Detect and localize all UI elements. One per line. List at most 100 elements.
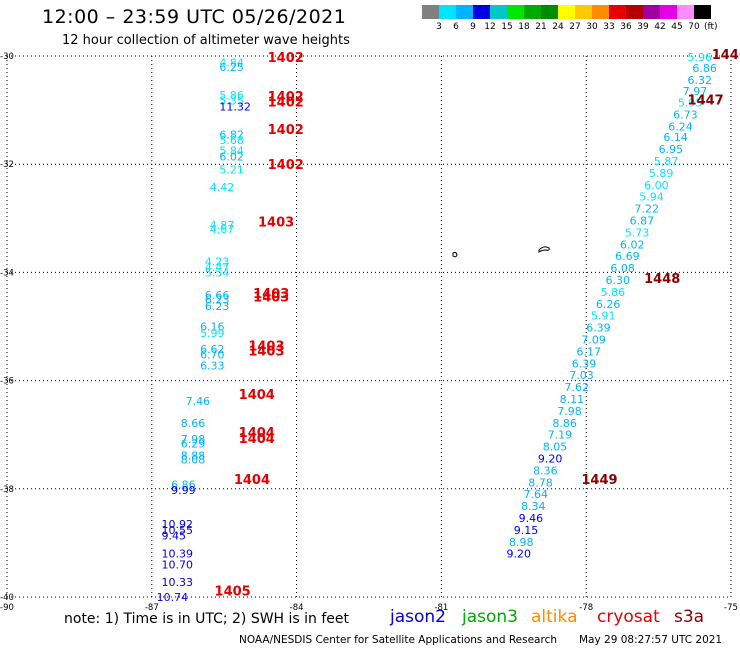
swh-label: 6.24 <box>668 120 693 133</box>
pass-time-label: 1403 <box>253 287 289 302</box>
colorbar-tick-label: 21 <box>535 22 547 32</box>
lon-tick-label: -84 <box>290 603 304 613</box>
pass-time-label: 1403 <box>253 291 289 306</box>
lat-tick-label: -40 <box>0 593 14 603</box>
swh-label: 6.86 <box>171 478 196 491</box>
colorbar-tick-label: 24 <box>552 22 564 32</box>
swh-label: 6.73 <box>673 108 698 121</box>
swh-label: 8.78 <box>528 476 553 489</box>
pass-time-label: 1402 <box>268 95 304 110</box>
pass-time-label: 1402 <box>268 123 304 138</box>
swh-label: 4.84 <box>219 56 244 69</box>
swh-label: 6.14 <box>663 131 688 144</box>
swh-label: 6.00 <box>644 179 669 192</box>
swh-label: 8.86 <box>552 417 577 430</box>
colorbar-tick-label: 36 <box>620 22 632 32</box>
swh-label: 6.23 <box>205 293 230 306</box>
pass-time-label: 1404 <box>239 388 275 403</box>
colorbar-tick-label: 15 <box>501 22 513 32</box>
pass-time-label: 1402 <box>268 51 304 66</box>
swh-label: 5.96 <box>688 51 713 64</box>
swh-label: 10.55 <box>161 524 193 537</box>
swh-label: 9.15 <box>514 524 539 537</box>
generated-timestamp: May 29 08:27:57 UTC 2021 <box>579 634 723 646</box>
colorbar-swatch <box>592 5 609 19</box>
lon-tick-label: -87 <box>145 603 159 613</box>
colorbar-swatch <box>643 5 660 19</box>
swh-label: 4.47 <box>205 261 230 274</box>
swh-label: 5.99 <box>200 327 225 340</box>
swh-label: 6.02 <box>620 238 645 251</box>
swh-label: 7.03 <box>569 369 594 382</box>
swh-label: 6.70 <box>200 349 225 362</box>
colorbar-tick-label: 42 <box>654 22 666 32</box>
colorbar-swatch <box>524 5 541 19</box>
swh-label: 10.70 <box>161 559 193 572</box>
credit-line: NOAA/NESDIS Center for Satellite Applica… <box>239 634 557 646</box>
colorbar-tick-label: 45 <box>671 22 683 32</box>
colorbar-swatch <box>541 5 558 19</box>
units-note: note: 1) Time is in UTC; 2) SWH is in fe… <box>64 611 350 627</box>
swh-label: 4.42 <box>210 181 235 194</box>
swh-label: 6.08 <box>610 262 635 275</box>
lat-tick-label: -32 <box>0 160 14 170</box>
swh-label: 6.66 <box>205 289 230 302</box>
colorbar-tick-label: 12 <box>484 22 496 32</box>
colorbar-tick-label: 33 <box>603 22 615 32</box>
swh-label: 6.30 <box>606 274 631 287</box>
swh-label: 9.46 <box>519 512 544 525</box>
lat-lon-grid <box>6 55 732 598</box>
colorbar-unit: (ft) <box>704 22 718 32</box>
colorbar-swatch <box>422 5 439 19</box>
swh-label: 5.73 <box>625 226 650 239</box>
legend-altika: altika <box>531 607 578 627</box>
axis-labels: -90 -87 -84 -81 -78 -75 -30 -32 -34 -36 -38 -40 <box>0 52 738 613</box>
swh-label: 8.34 <box>521 500 546 513</box>
swh-label: 8.36 <box>533 464 558 477</box>
swh-label: 10.33 <box>161 576 193 589</box>
swh-label: 6.32 <box>688 74 713 87</box>
colorbar-swatch <box>609 5 626 19</box>
swh-label: 5.84 <box>219 145 244 158</box>
swh-label: 5.35 <box>219 94 244 107</box>
colorbar-swatch <box>677 5 694 19</box>
colorbar-tick-label: 3 <box>436 22 442 32</box>
pass-time-label: 1405 <box>215 585 251 600</box>
swh-label: 5.54 <box>205 266 230 279</box>
pass-time-label: 1404 <box>239 432 275 447</box>
island-shape <box>452 251 458 258</box>
swh-label: 7.62 <box>564 381 589 394</box>
swh-label: 8.05 <box>543 441 568 454</box>
swh-label: 5.68 <box>219 134 244 147</box>
pass-time-label: 1403 <box>248 339 284 354</box>
lon-tick-label: -75 <box>724 603 738 613</box>
lat-tick-label: -30 <box>0 52 14 62</box>
pass-time-label: 1402 <box>268 90 304 105</box>
colorbar-swatch <box>626 5 643 19</box>
lat-tick-label: -34 <box>0 268 14 278</box>
colorbar-tick-label: 27 <box>569 22 581 32</box>
lat-tick-label: -36 <box>0 377 14 387</box>
legend-jason2: jason2 <box>390 607 446 627</box>
swh-label: 6.17 <box>577 345 602 358</box>
swh-label: 4.23 <box>205 256 230 269</box>
swh-label: 8.98 <box>509 536 534 549</box>
pass-time-label: 1449 <box>581 473 617 488</box>
colorbar-swatch <box>456 5 473 19</box>
lat-tick-label: -38 <box>0 485 14 495</box>
swh-label: 5.94 <box>639 191 664 204</box>
colorbar-tick-label: 39 <box>637 22 649 32</box>
pass-time-labels: 1402140214021402140214031403140314031403… <box>215 48 740 600</box>
swh-label: 6.86 <box>692 62 717 75</box>
swh-label: 9.99 <box>171 484 196 497</box>
swh-label: 6.26 <box>596 298 621 311</box>
swh-label: 6.39 <box>572 357 597 370</box>
swh-label: 6.02 <box>219 151 244 164</box>
pass-time-label: 1447 <box>688 93 724 108</box>
swh-label: 4.67 <box>210 223 235 236</box>
colorbar-swatch <box>558 5 575 19</box>
swh-label: 6.25 <box>219 61 244 74</box>
swh-label: 6.23 <box>205 300 230 313</box>
swh-label: 7.46 <box>186 395 211 408</box>
